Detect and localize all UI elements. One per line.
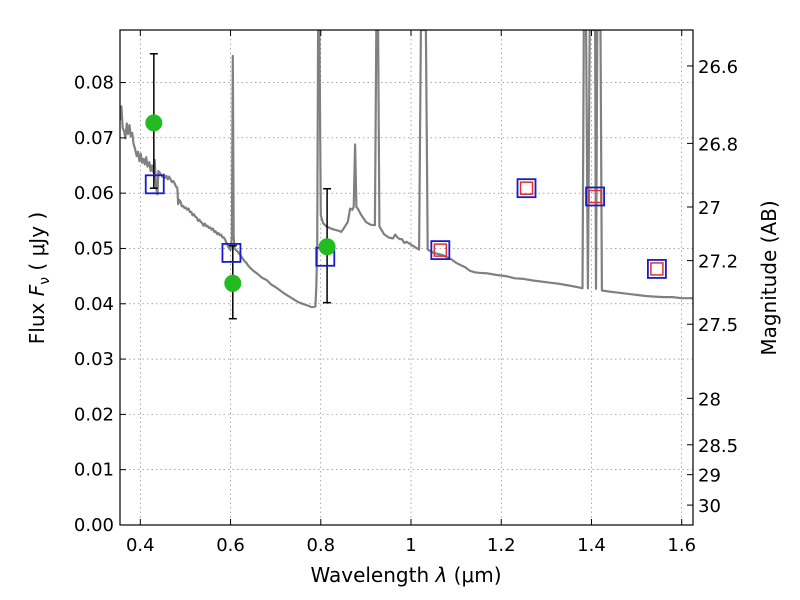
y-tick-label: 0.07 xyxy=(74,128,114,149)
model-photometry-square xyxy=(144,174,165,195)
model-photometry-square xyxy=(647,259,667,279)
model-photometry-square xyxy=(430,240,451,261)
model-photometry-square xyxy=(221,242,242,263)
sed-model-line xyxy=(120,30,693,309)
y2-tick-label: 30 xyxy=(698,496,721,517)
y2-tick-label: 27 xyxy=(698,198,721,219)
y-tick-label: 0.04 xyxy=(74,294,114,315)
grid xyxy=(120,30,693,526)
y-tick-label: 0.01 xyxy=(74,460,114,481)
y-tick-label: 0.00 xyxy=(74,515,114,536)
y-tick-label: 0.06 xyxy=(74,183,114,204)
axis-ticks: 0.4 0.6 0.8 1 1.2 1.4 1.6 0.00 0.01 0.02 0.03 0.04 0… xyxy=(74,30,738,556)
x-tick-label: 1.6 xyxy=(667,535,696,556)
y2-tick-label: 28.5 xyxy=(698,436,738,457)
y2-tick-label: 29 xyxy=(698,466,721,487)
x-axis-label: Wavelength λ (μm) xyxy=(310,563,501,587)
y-axis-label: Flux Fν ( μJy ) xyxy=(25,212,53,344)
observed-flux-point xyxy=(224,274,242,292)
template-photometry-square xyxy=(588,189,602,204)
model-photometry-square xyxy=(516,178,537,199)
y-tick-label: 0.02 xyxy=(74,404,114,425)
template-photometry-square xyxy=(519,181,534,195)
x-tick-label: 1 xyxy=(405,535,416,556)
x-tick-label: 0.4 xyxy=(126,535,155,556)
model-photometry-square xyxy=(585,186,605,207)
y-tick-label: 0.05 xyxy=(74,238,114,259)
template-photometry-square xyxy=(650,262,664,276)
y2-tick-label: 26.8 xyxy=(698,134,738,155)
template-photometry-square xyxy=(433,243,448,257)
y2-axis-label: Magnitude (AB) xyxy=(757,200,781,355)
y2-tick-label: 27.2 xyxy=(698,252,738,273)
y-tick-label: 0.08 xyxy=(74,73,114,94)
x-tick-label: 1.4 xyxy=(577,535,606,556)
y2-tick-label: 26.6 xyxy=(698,57,738,78)
observed-flux-point xyxy=(145,114,163,132)
observed-flux-point xyxy=(318,238,336,256)
x-tick-label: 0.8 xyxy=(306,535,335,556)
y2-tick-label: 27.5 xyxy=(698,315,738,336)
x-tick-label: 1.2 xyxy=(487,535,516,556)
y-tick-label: 0.03 xyxy=(74,349,114,370)
x-tick-label: 0.6 xyxy=(216,535,245,556)
data-points xyxy=(144,53,667,320)
y2-tick-label: 28 xyxy=(698,389,721,410)
plot-area xyxy=(120,30,693,309)
plot-frame xyxy=(119,29,694,526)
